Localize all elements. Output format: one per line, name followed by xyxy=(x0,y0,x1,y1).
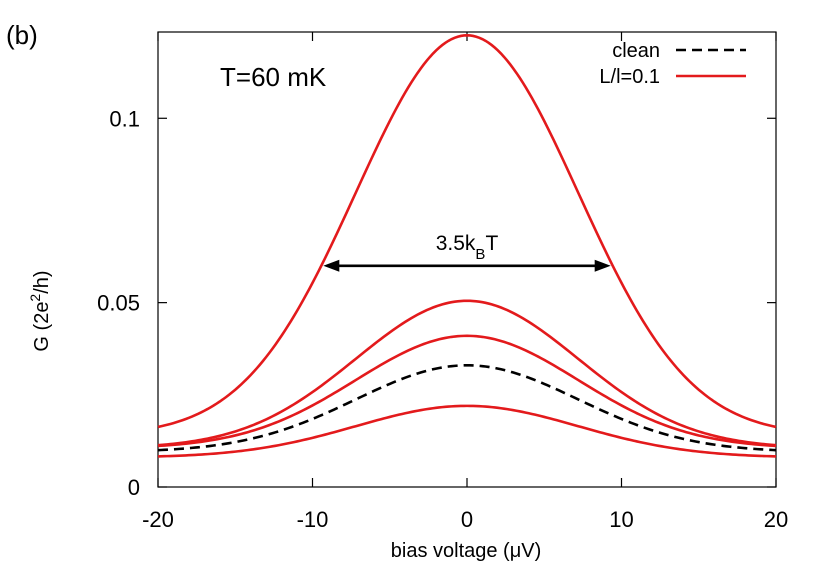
series-line-2 xyxy=(157,299,777,447)
width-arrow-label: 3.5kBT xyxy=(436,232,499,263)
width-arrow-head-left xyxy=(323,259,340,272)
x-tick-label: -10 xyxy=(297,507,329,532)
series-line-3 xyxy=(157,334,777,448)
temperature-annotation: T=60 mK xyxy=(220,62,327,92)
series-line-4 xyxy=(157,364,777,452)
series-layer xyxy=(157,34,777,458)
plot-frame xyxy=(157,31,777,488)
y-tick-label: 0.05 xyxy=(97,291,140,316)
x-tick-label: -20 xyxy=(142,507,174,532)
y-axis-title: G (2e2/h) xyxy=(27,270,53,351)
width-arrow-head-right xyxy=(594,259,611,272)
series-line-5 xyxy=(157,404,777,458)
y-tick-labels: 0 0.05 0.1 xyxy=(97,106,140,500)
series-line-1 xyxy=(157,34,777,429)
width-arrow: 3.5kBT xyxy=(323,232,611,272)
x-tick-label: 10 xyxy=(609,507,633,532)
plot-area xyxy=(157,31,777,488)
panel-label: (b) xyxy=(6,20,38,50)
legend: clean L/l=0.1 xyxy=(599,40,746,88)
legend-label-clean: clean xyxy=(612,40,660,62)
axis-ticks xyxy=(157,32,777,488)
legend-label-disorder: L/l=0.1 xyxy=(599,66,660,88)
x-axis-title: bias voltage (μV) xyxy=(391,540,541,562)
y-tick-label: 0.1 xyxy=(109,106,140,131)
x-tick-labels: -20 -10 0 10 20 xyxy=(142,507,788,532)
y-tick-label: 0 xyxy=(128,475,140,500)
x-tick-label: 20 xyxy=(764,507,788,532)
x-tick-label: 0 xyxy=(461,507,473,532)
